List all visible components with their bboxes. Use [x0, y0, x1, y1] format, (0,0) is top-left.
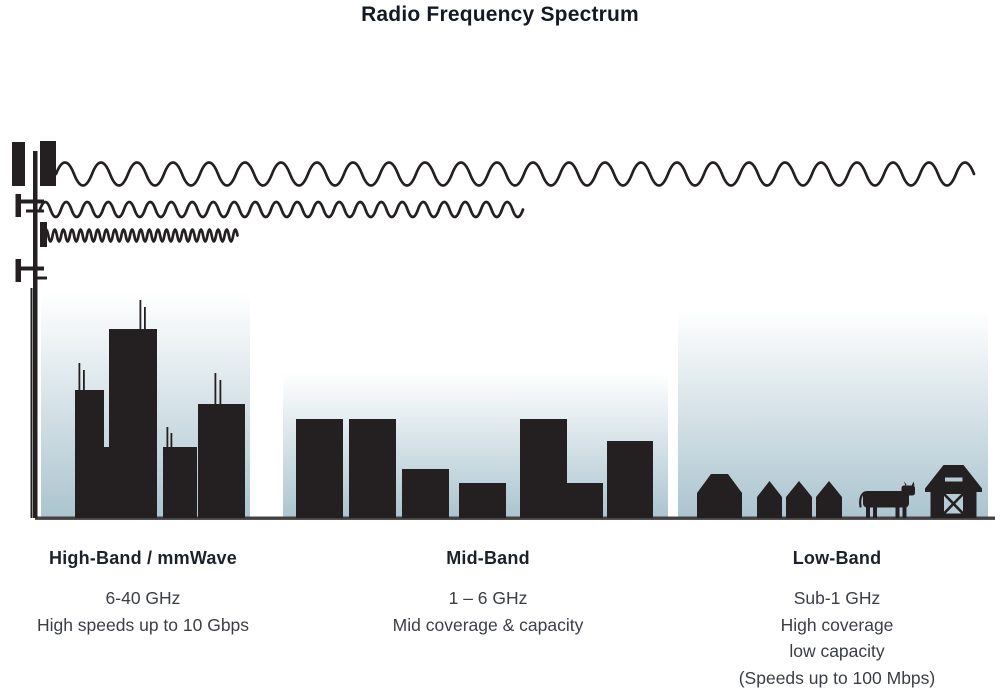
long-wavelength-wave-icon — [54, 161, 976, 187]
high-band-heading: High-Band / mmWave — [49, 548, 237, 568]
ground-line — [35, 516, 995, 520]
town-buildings-icon — [296, 419, 653, 518]
mid-band-label: Mid-Band 1 – 6 GHz Mid coverage & capaci… — [345, 548, 631, 638]
medium-wavelength-wave-icon — [38, 200, 525, 219]
high-band-frequency: 6-40 GHz — [105, 588, 181, 608]
short-wavelength-wave-icon — [42, 228, 239, 243]
low-band-frequency: Sub-1 GHz — [793, 588, 881, 608]
low-band-coverage: High coverage — [780, 614, 894, 635]
mid-band-frequency: 1 – 6 GHz — [448, 588, 528, 608]
cell-tower-icon — [12, 141, 56, 518]
low-band-heading: Low-Band — [792, 548, 882, 568]
houses-icon — [697, 474, 842, 518]
city-skyline-icon — [75, 300, 245, 518]
low-band-capacity: low capacity — [789, 641, 885, 661]
cow-icon — [859, 481, 915, 518]
mid-band-description: Mid coverage & capacity — [392, 614, 584, 635]
page-title: Radio Frequency Spectrum — [361, 3, 639, 26]
low-band-label: Low-Band Sub-1 GHz High coverage low cap… — [694, 548, 980, 691]
barn-icon — [925, 465, 982, 518]
mid-band-heading: Mid-Band — [446, 548, 530, 568]
high-band-description: High speeds up to 10 Gbps — [36, 614, 250, 635]
radio-waves — [38, 161, 976, 243]
high-band-label: High-Band / mmWave 6-40 GHz High speeds … — [0, 548, 286, 638]
low-band-speed: (Speeds up to 100 Mbps) — [738, 667, 936, 688]
